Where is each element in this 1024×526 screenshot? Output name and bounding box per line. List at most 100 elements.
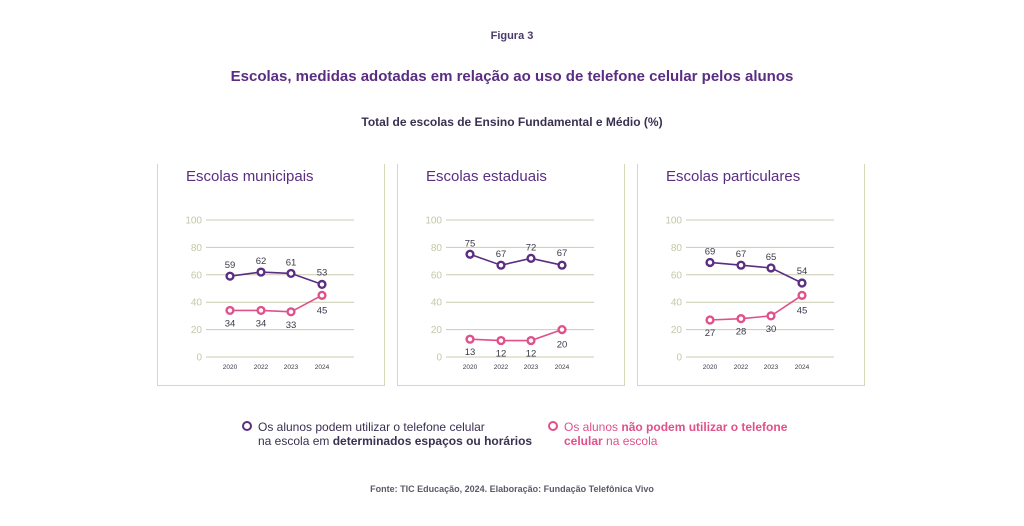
data-point-purple: [496, 260, 506, 270]
legend-pink-line2a: celular: [564, 434, 603, 448]
data-point-pink: [736, 314, 746, 324]
y-tick-label: 100: [665, 216, 682, 227]
y-tick-label: 0: [196, 353, 202, 364]
legend-purple-line2b: determinados espaços ou horários: [332, 434, 533, 448]
data-label-purple: 65: [766, 252, 777, 263]
data-point-purple: [766, 263, 776, 273]
y-tick-label: 0: [676, 353, 682, 364]
panel-municipais: Escolas municipais 0 20 40 60 80 100 2020 2022 20…: [157, 164, 385, 386]
data-label-pink: 33: [286, 320, 297, 331]
data-label-purple: 54: [797, 266, 808, 277]
series-line-pink: [230, 294, 323, 313]
data-point-pink: [465, 334, 475, 344]
data-label-pink: 13: [465, 347, 476, 358]
figure-label: Figura 3: [490, 30, 534, 42]
data-label-pink: 28: [736, 327, 747, 338]
data-point-purple: [225, 271, 235, 281]
data-label-purple: 75: [465, 238, 476, 249]
data-label-pink: 27: [705, 328, 716, 339]
chart-title: Escolas, medidas adotadas em relação ao …: [230, 68, 794, 85]
data-point-purple: [526, 253, 536, 263]
data-point-purple: [797, 278, 807, 288]
data-point-pink: [797, 290, 807, 300]
y-tick-label: 80: [431, 243, 443, 254]
data-point-pink: [557, 325, 567, 335]
data-label-pink: 20: [557, 340, 568, 351]
data-label-purple: 67: [557, 248, 568, 259]
panel-title: Escolas estaduais: [426, 168, 547, 185]
x-tick-label: 2020: [223, 364, 238, 371]
data-label-purple: 72: [526, 242, 537, 253]
x-tick-label: 2020: [703, 364, 718, 371]
y-tick-label: 20: [191, 325, 203, 336]
legend-purple-line1: Os alunos podem utilizar o telefone celu…: [258, 420, 485, 434]
data-label-purple: 59: [225, 260, 236, 271]
data-label-purple: 69: [705, 246, 716, 257]
x-tick-label: 2020: [463, 364, 478, 371]
legend-marker-pink: [548, 421, 558, 431]
y-tick-label: 100: [185, 216, 202, 227]
legend-pink-line1b: não podem utilizar o telefone: [621, 420, 788, 434]
x-tick-label: 2022: [494, 364, 509, 371]
data-label-purple: 62: [256, 256, 267, 267]
data-label-purple: 67: [496, 249, 507, 260]
legend-pink-line2b: na escola: [602, 434, 658, 448]
data-label-pink: 45: [797, 305, 808, 316]
data-point-pink: [705, 315, 715, 325]
y-tick-label: 40: [431, 298, 443, 309]
y-tick-label: 20: [431, 325, 443, 336]
series-line-purple: [709, 261, 803, 284]
legend-pink-line1a: Os alunos: [564, 420, 622, 434]
chart-subtitle: Total de escolas de Ensino Fundamental e…: [361, 115, 663, 129]
data-label-purple: 67: [736, 249, 747, 260]
y-tick-label: 100: [425, 216, 442, 227]
y-tick-label: 0: [436, 353, 442, 364]
data-point-pink: [317, 290, 327, 300]
data-point-purple: [705, 257, 715, 268]
y-tick-label: 60: [671, 270, 683, 281]
data-point-purple: [736, 260, 746, 270]
data-label-purple: 61: [286, 257, 297, 268]
data-point-purple: [465, 249, 475, 259]
series-line-purple: [229, 271, 323, 286]
panel-title: Escolas particulares: [666, 168, 800, 185]
chart-particulares: Escolas particulares 0 20 40 60 80 100 2020 2022…: [665, 168, 834, 371]
y-tick-label: 40: [671, 298, 683, 309]
data-point-purple: [286, 268, 296, 279]
y-tick-label: 60: [191, 270, 203, 281]
data-point-pink: [526, 335, 536, 346]
source-note: Fonte: TIC Educação, 2024. Elaboração: F…: [370, 484, 654, 494]
data-point-pink: [256, 305, 266, 316]
x-tick-label: 2023: [524, 364, 539, 371]
data-point-purple: [557, 260, 567, 270]
data-label-pink: 12: [526, 349, 537, 360]
data-point-pink: [225, 305, 235, 316]
x-tick-label: 2024: [795, 364, 810, 371]
series-line-pink: [469, 328, 563, 342]
data-label-pink: 34: [225, 318, 236, 329]
y-tick-label: 80: [191, 243, 203, 254]
data-point-pink: [766, 311, 776, 321]
data-point-purple: [317, 279, 327, 289]
panel-particulares: Escolas particulares 0 20 40 60 80 100 2020 2022…: [637, 164, 865, 386]
legend-marker-purple: [242, 421, 252, 431]
y-tick-label: 20: [671, 325, 683, 336]
y-tick-label: 60: [431, 270, 443, 281]
y-tick-label: 80: [671, 243, 683, 254]
chart-municipais: Escolas municipais 0 20 40 60 80 100 2020 2022 20…: [185, 168, 354, 371]
legend-purple-line2a: na escola em: [258, 434, 333, 448]
y-tick-label: 40: [191, 298, 203, 309]
data-label-pink: 30: [766, 324, 777, 335]
x-tick-label: 2022: [254, 364, 269, 371]
x-tick-label: 2024: [555, 364, 570, 371]
x-tick-label: 2024: [315, 364, 330, 371]
panel-estaduais: Escolas estaduais 0 20 40 60 80 100 2020 2022 202…: [397, 164, 625, 386]
x-tick-label: 2023: [764, 364, 779, 371]
data-label-pink: 45: [317, 305, 328, 316]
series-line-purple: [469, 253, 563, 267]
series-line-pink: [709, 294, 803, 321]
x-tick-label: 2022: [734, 364, 749, 371]
panel-title: Escolas municipais: [186, 168, 314, 185]
data-point-pink: [286, 307, 296, 317]
